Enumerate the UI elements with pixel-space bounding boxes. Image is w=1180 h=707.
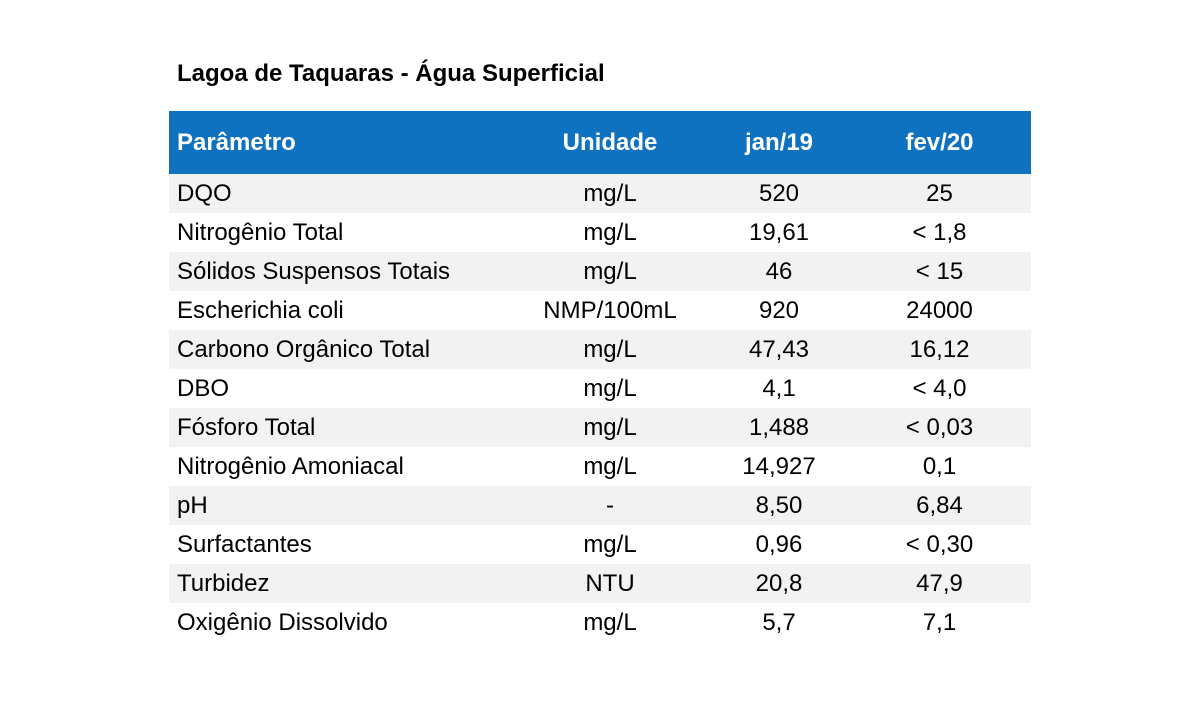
table-row: DBO mg/L 4,1 < 4,0 (169, 369, 1031, 408)
table-row: DQO mg/L 520 25 (169, 174, 1031, 213)
table-row: Surfactantes mg/L 0,96 < 0,30 (169, 525, 1031, 564)
cell-unidade: mg/L (583, 374, 637, 402)
cell-jan19: 19,61 (748, 218, 810, 246)
page-title: Lagoa de Taquaras - Água Superficial (177, 60, 605, 87)
table-body: DQO mg/L 520 25 Nitrogênio Total mg/L 19,61 < 1… (169, 174, 1031, 642)
cell-unidade: mg/L (583, 608, 637, 636)
table-header-row: Parâmetro Unidade jan/19 fev/20 (169, 111, 1031, 174)
cell-parametro: Sólidos Suspensos Totais (177, 257, 451, 285)
header-fev20: fev/20 (905, 128, 974, 156)
cell-unidade: mg/L (583, 257, 637, 285)
cell-parametro: Nitrogênio Amoniacal (177, 452, 404, 480)
cell-parametro: Escherichia coli (177, 296, 344, 324)
table-row: pH - 8,50 6,84 (169, 486, 1031, 525)
cell-fev20: 24000 (906, 296, 973, 324)
cell-jan19: 920 (758, 296, 800, 324)
cell-fev20: 25 (926, 179, 953, 207)
cell-parametro: Fósforo Total (177, 413, 316, 441)
cell-unidade: mg/L (583, 218, 637, 246)
cell-jan19: 8,50 (755, 491, 803, 519)
cell-unidade: mg/L (583, 530, 637, 558)
cell-unidade: mg/L (583, 413, 637, 441)
cell-parametro: DBO (177, 374, 230, 402)
table-row: Escherichia coli NMP/100mL 920 24000 (169, 291, 1031, 330)
cell-fev20: < 1,8 (912, 218, 967, 246)
cell-parametro: Turbidez (177, 569, 270, 597)
cell-parametro: Oxigênio Dissolvido (177, 608, 388, 636)
cell-fev20: < 15 (915, 257, 964, 285)
cell-parametro: Nitrogênio Total (177, 218, 344, 246)
cell-fev20: 7,1 (922, 608, 957, 636)
cell-unidade: mg/L (583, 179, 637, 207)
cell-fev20: 6,84 (916, 491, 963, 519)
header-jan19: jan/19 (744, 128, 814, 156)
table-row: Carbono Orgânico Total mg/L 47,43 16,12 (169, 330, 1031, 369)
table-row: Sólidos Suspensos Totais mg/L 46 < 15 (169, 252, 1031, 291)
cell-jan19: 20,8 (755, 569, 803, 597)
cell-parametro: Surfactantes (177, 530, 312, 558)
cell-fev20: 47,9 (916, 569, 963, 597)
cell-unidade: mg/L (583, 452, 637, 480)
cell-fev20: 16,12 (909, 335, 970, 363)
table-row: Turbidez NTU 20,8 47,9 (169, 564, 1031, 603)
cell-jan19: 5,7 (762, 608, 796, 636)
cell-jan19: 47,43 (748, 335, 810, 363)
cell-unidade: NTU (585, 569, 635, 597)
header-unidade: Unidade (562, 128, 658, 156)
table-row: Oxigênio Dissolvido mg/L 5,7 7,1 (169, 603, 1031, 642)
cell-fev20: < 0,30 (905, 530, 974, 558)
table-header: Parâmetro Unidade jan/19 fev/20 (169, 111, 1031, 174)
cell-parametro: pH (177, 491, 208, 519)
cell-jan19: 520 (758, 179, 800, 207)
table-row: Fósforo Total mg/L 1,488 < 0,03 (169, 408, 1031, 447)
cell-unidade: - (606, 491, 614, 519)
cell-unidade: NMP/100mL (543, 296, 677, 324)
cell-fev20: < 4,0 (912, 374, 967, 402)
cell-parametro: Carbono Orgânico Total (177, 335, 431, 363)
table-row: Nitrogênio Total mg/L 19,61 < 1,8 (169, 213, 1031, 252)
cell-jan19: 1,488 (748, 413, 810, 441)
cell-jan19: 14,927 (742, 452, 816, 480)
cell-unidade: mg/L (583, 335, 637, 363)
cell-fev20: < 0,03 (905, 413, 974, 441)
water-quality-table: Parâmetro Unidade jan/19 fev/20 DQO mg/L 5… (169, 111, 1031, 642)
table-row: Nitrogênio Amoniacal mg/L 14,927 0,1 (169, 447, 1031, 486)
header-parametro: Parâmetro (177, 128, 296, 156)
cell-parametro: DQO (177, 179, 232, 207)
cell-jan19: 0,96 (755, 530, 803, 558)
cell-jan19: 46 (765, 257, 793, 285)
cell-jan19: 4,1 (762, 374, 796, 402)
cell-fev20: 0,1 (922, 452, 957, 480)
